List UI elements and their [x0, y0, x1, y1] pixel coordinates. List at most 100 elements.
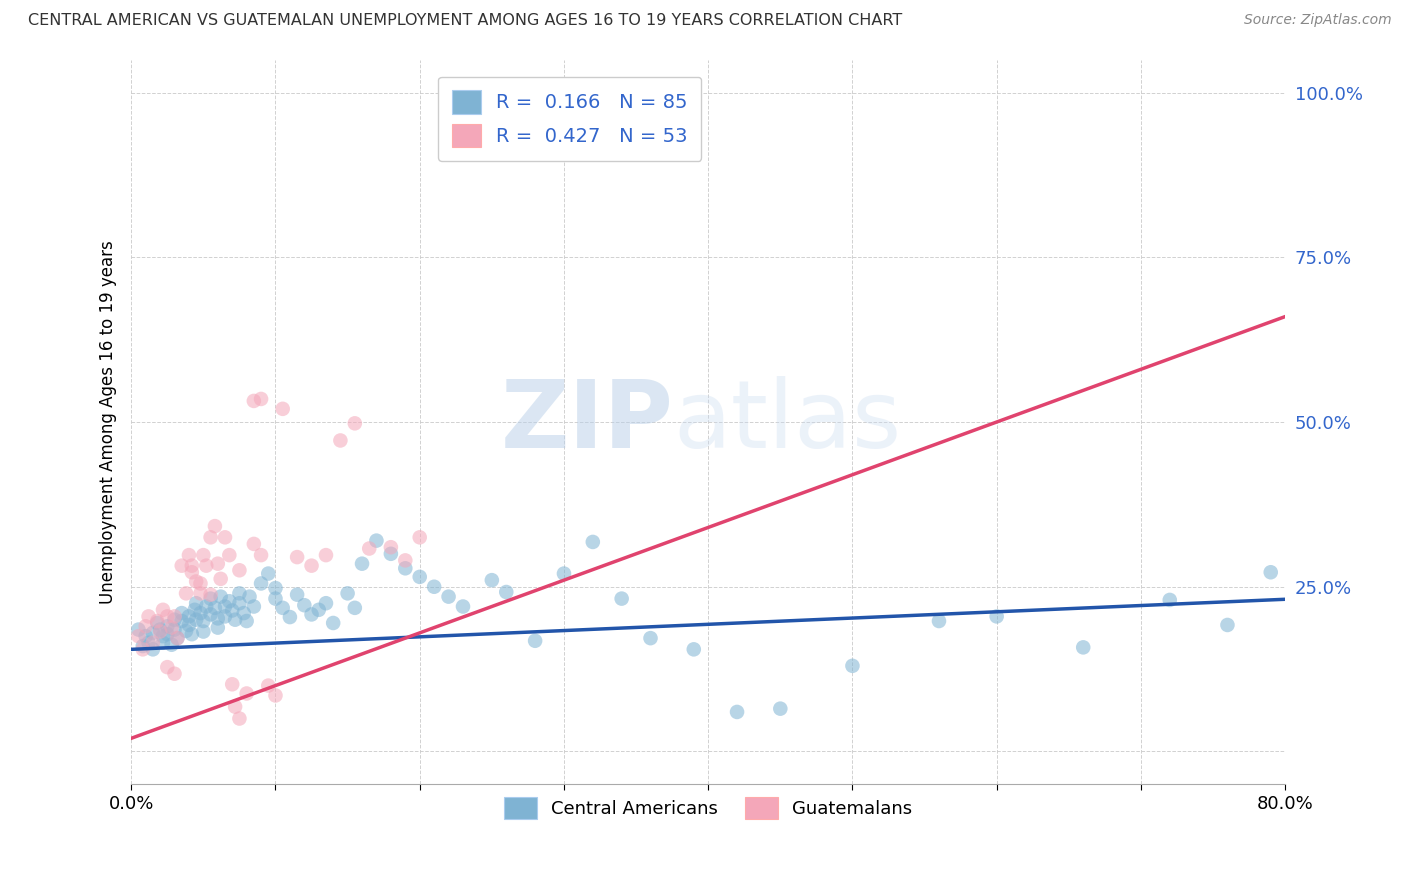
Point	[200, 530, 222, 544]
Point	[190, 576, 212, 591]
Point	[264, 591, 287, 606]
Point	[142, 625, 165, 640]
Point	[127, 623, 149, 637]
Point	[329, 434, 352, 448]
Point	[193, 614, 215, 628]
Point	[380, 540, 402, 554]
Point	[271, 401, 294, 416]
Point	[160, 638, 183, 652]
Point	[610, 591, 633, 606]
Point	[186, 596, 208, 610]
Point	[146, 614, 169, 628]
Point	[221, 677, 243, 691]
Point	[243, 537, 266, 551]
Point	[292, 598, 315, 612]
Point	[142, 642, 165, 657]
Point	[177, 609, 200, 624]
Point	[186, 613, 208, 627]
Point	[195, 599, 218, 614]
Point	[190, 606, 212, 620]
Point	[224, 613, 246, 627]
Point	[322, 615, 344, 630]
Point	[180, 627, 202, 641]
Point	[315, 596, 337, 610]
Point	[156, 619, 179, 633]
Point	[769, 701, 792, 715]
Point	[174, 586, 197, 600]
Point	[180, 558, 202, 573]
Point	[278, 610, 301, 624]
Point	[481, 573, 503, 587]
Point	[301, 607, 323, 622]
Point	[437, 590, 460, 604]
Point	[380, 547, 402, 561]
Point	[423, 580, 446, 594]
Point	[166, 631, 188, 645]
Text: Source: ZipAtlas.com: Source: ZipAtlas.com	[1244, 13, 1392, 28]
Point	[224, 699, 246, 714]
Point	[285, 550, 308, 565]
Point	[207, 621, 229, 635]
Point	[190, 586, 212, 600]
Point	[582, 535, 605, 549]
Point	[149, 623, 172, 637]
Point	[228, 712, 250, 726]
Point	[315, 548, 337, 562]
Point	[308, 603, 330, 617]
Point	[193, 624, 215, 639]
Point	[209, 572, 232, 586]
Point	[200, 607, 222, 622]
Point	[257, 566, 280, 581]
Point	[163, 613, 186, 627]
Point	[138, 636, 160, 650]
Point	[170, 558, 193, 573]
Point	[177, 618, 200, 632]
Point	[200, 591, 222, 606]
Point	[138, 609, 160, 624]
Text: ZIP: ZIP	[501, 376, 673, 468]
Point	[152, 603, 174, 617]
Point	[163, 623, 186, 637]
Text: atlas: atlas	[673, 376, 901, 468]
Point	[204, 519, 226, 533]
Point	[250, 548, 273, 562]
Point	[207, 611, 229, 625]
Point	[235, 614, 257, 628]
Point	[135, 629, 157, 643]
Point	[180, 566, 202, 580]
Point	[228, 586, 250, 600]
Point	[336, 586, 359, 600]
Point	[195, 558, 218, 573]
Point	[135, 619, 157, 633]
Point	[152, 636, 174, 650]
Point	[193, 548, 215, 562]
Point	[174, 624, 197, 638]
Point	[409, 570, 432, 584]
Point	[725, 705, 748, 719]
Point	[928, 614, 950, 628]
Point	[160, 621, 183, 635]
Point	[343, 600, 366, 615]
Point	[350, 557, 373, 571]
Point	[156, 609, 179, 624]
Point	[250, 392, 273, 406]
Point	[186, 574, 208, 589]
Point	[170, 606, 193, 620]
Point	[301, 558, 323, 573]
Point	[553, 566, 575, 581]
Point	[841, 658, 863, 673]
Point	[495, 585, 517, 599]
Point	[250, 576, 273, 591]
Point	[243, 393, 266, 408]
Point	[142, 636, 165, 650]
Point	[218, 548, 240, 562]
Point	[1216, 618, 1239, 632]
Point	[214, 609, 236, 624]
Point	[986, 609, 1008, 624]
Point	[264, 689, 287, 703]
Legend: Central Americans, Guatemalans: Central Americans, Guatemalans	[496, 789, 920, 826]
Point	[177, 548, 200, 562]
Point	[221, 603, 243, 617]
Point	[228, 596, 250, 610]
Point	[1260, 566, 1282, 580]
